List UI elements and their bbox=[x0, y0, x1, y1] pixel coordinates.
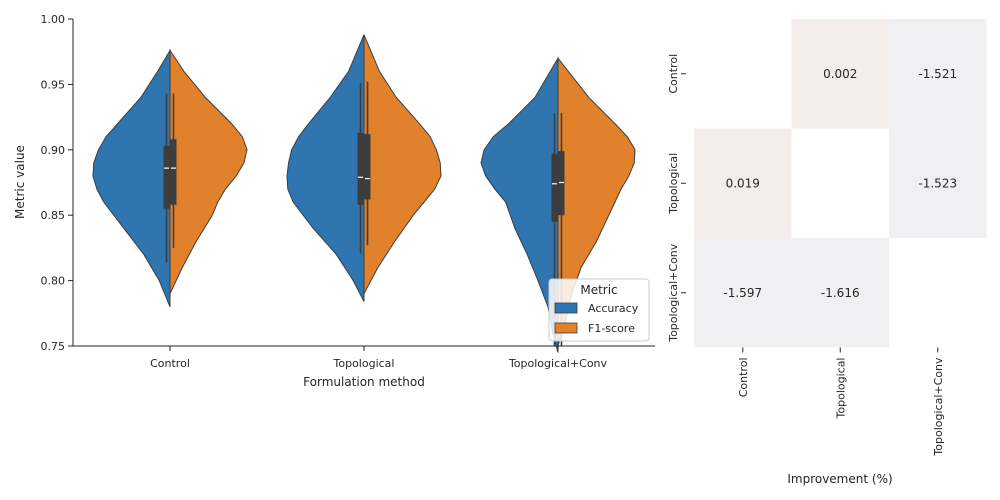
violin-accuracy-control bbox=[92, 48, 171, 307]
legend-swatch-f1-score bbox=[554, 322, 578, 334]
violin-f1-score-control bbox=[169, 48, 248, 294]
heatmap-x-axis-label: Improvement (%) bbox=[787, 472, 892, 486]
y-tick-label: 0.85 bbox=[41, 209, 66, 222]
x-axis-label: Formulation method bbox=[303, 375, 425, 389]
x-tick-label-control: Control bbox=[150, 357, 190, 370]
iqr-box-f1-score-control bbox=[170, 139, 177, 205]
heatmap-row-label-control: Control bbox=[667, 54, 680, 94]
x-tick-label-topological: Topological bbox=[333, 357, 395, 370]
violin-chart: 0.75 0.80 0.85 0.90 0.95 1.00 Control Topologi… bbox=[13, 13, 655, 389]
y-tick-label: 0.95 bbox=[41, 78, 66, 91]
heatmap-cells: 0.002 -1.521 0.019 -1.523 -1.597 -1.616 bbox=[694, 19, 987, 348]
heatmap-col-label-control: Control bbox=[737, 358, 750, 398]
heatmap-row-label-topological: Topological bbox=[667, 153, 680, 215]
violin-marks bbox=[92, 34, 636, 353]
violin-accuracy-topological-conv bbox=[480, 56, 559, 353]
violin-f1-score-topological bbox=[363, 34, 442, 294]
iqr-box-accuracy-topological-conv bbox=[551, 153, 558, 222]
x-tick-label-topological-conv: Topological+Conv bbox=[508, 357, 608, 370]
iqr-box-f1-score-topological bbox=[364, 134, 371, 200]
heatmap-cell-topological-topological-conv bbox=[889, 128, 987, 238]
heatmap-value-topological-conv-control: -1.597 bbox=[723, 286, 762, 300]
y-tick-label: 0.75 bbox=[41, 340, 66, 353]
legend-entry-accuracy: Accuracy bbox=[588, 302, 639, 315]
heatmap-cell-topological-conv-topological-conv bbox=[889, 238, 987, 348]
y-tick-label: 0.90 bbox=[41, 144, 66, 157]
heatmap-value-topological-control: 0.019 bbox=[726, 176, 760, 190]
iqr-box-f1-score-topological-conv bbox=[558, 151, 565, 216]
heatmap-cell-control-topological-conv bbox=[889, 19, 987, 129]
y-tick-label: 1.00 bbox=[41, 13, 66, 26]
iqr-box-accuracy-control bbox=[163, 145, 170, 209]
y-axis: 0.75 0.80 0.85 0.90 0.95 1.00 bbox=[41, 13, 74, 353]
y-axis-label: Metric value bbox=[13, 145, 27, 219]
heatmap-value-control-topological: 0.002 bbox=[823, 67, 857, 81]
heatmap-cell-topological-control bbox=[694, 128, 792, 238]
legend: Metric Accuracy F1-score bbox=[548, 278, 650, 342]
y-tick-label: 0.80 bbox=[41, 275, 66, 288]
heatmap-col-label-topological-conv: Topological+Conv bbox=[932, 357, 945, 457]
iqr-box-accuracy-topological bbox=[357, 132, 364, 205]
heatmap-row-label-topological-conv: Topological+Conv bbox=[667, 243, 680, 343]
heatmap-cell-topological-conv-topological bbox=[791, 238, 889, 348]
legend-title: Metric bbox=[580, 283, 617, 297]
heatmap-value-control-topological-conv: -1.521 bbox=[918, 67, 957, 81]
heatmap-cell-topological-topological bbox=[791, 128, 889, 238]
legend-swatch-accuracy bbox=[554, 302, 578, 314]
heatmap-y-axis: Control Topological Topological+Conv bbox=[667, 54, 686, 343]
x-axis: Control Topological Topological+Conv bbox=[73, 345, 655, 370]
heatmap-cell-control-topological bbox=[791, 19, 889, 129]
heatmap-value-topological-conv-topological: -1.616 bbox=[821, 286, 860, 300]
heatmap-x-axis: Control Topological Topological+Conv bbox=[737, 347, 945, 457]
heatmap-col-label-topological: Topological bbox=[834, 358, 847, 420]
violin-accuracy-topological bbox=[286, 34, 365, 302]
heatmap-cell-topological-conv-control bbox=[694, 238, 792, 348]
heatmap-value-topological-topological-conv: -1.523 bbox=[918, 176, 957, 190]
legend-entry-f1-score: F1-score bbox=[588, 322, 635, 335]
heatmap-cell-control-control bbox=[694, 19, 792, 129]
heatmap-chart: 0.002 -1.521 0.019 -1.523 -1.597 -1.616 Contr… bbox=[667, 19, 987, 486]
